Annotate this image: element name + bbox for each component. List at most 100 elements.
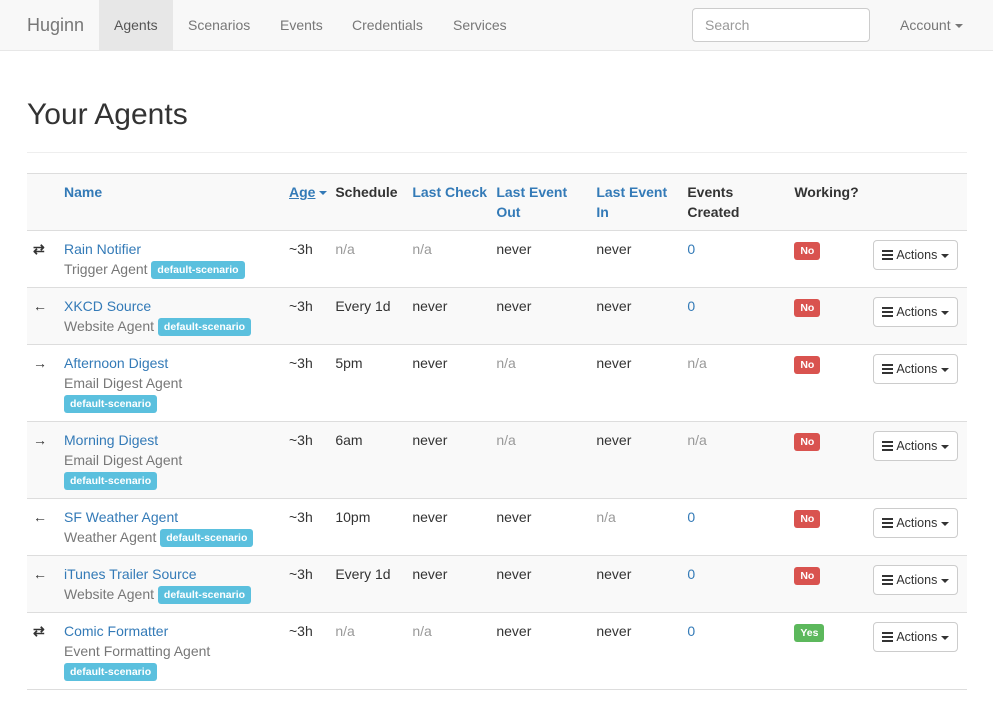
scenario-tag[interactable]: default-scenario (151, 261, 245, 279)
actions-button[interactable]: Actions (873, 508, 959, 538)
nav-services[interactable]: Services (453, 17, 507, 33)
last-event-in: never (596, 355, 632, 371)
scenario-tag[interactable]: default-scenario (157, 586, 252, 604)
actions-button[interactable]: Actions (873, 297, 959, 327)
working-status-badge: No (794, 510, 821, 528)
actions-label: Actions (896, 248, 938, 262)
nav-events[interactable]: Events (280, 17, 323, 33)
last-check: n/a (412, 623, 432, 639)
last-event-out: never (496, 298, 532, 314)
last-event-in: never (596, 623, 632, 639)
scenario-tag[interactable]: default-scenario (64, 472, 158, 490)
scenario-tag[interactable]: default-scenario (157, 318, 252, 336)
table-header: Name Age Schedule Last Check Last Event … (27, 173, 967, 231)
actions-label: Actions (896, 362, 938, 376)
events-created[interactable]: 0 (687, 509, 696, 525)
scenario-tag[interactable]: default-scenario (160, 529, 254, 547)
last-check: never (412, 298, 448, 314)
agent-type: Website Agent (64, 586, 155, 602)
sort-desc-icon (319, 191, 328, 196)
actions-button[interactable]: Actions (873, 240, 959, 270)
last-event-out: never (496, 623, 532, 639)
actions-label: Actions (896, 573, 938, 587)
agent-name-link[interactable]: Afternoon Digest (64, 355, 169, 371)
exchange-icon: ⇄ (33, 623, 45, 639)
events-created[interactable]: 0 (687, 298, 696, 314)
agents-table: Name Age Schedule Last Check Last Event … (27, 173, 967, 690)
list-icon (882, 364, 894, 374)
schedule: 10pm (335, 509, 371, 525)
last-event-in: never (596, 432, 632, 448)
working-status-badge: Yes (794, 624, 825, 642)
schedule: n/a (335, 623, 355, 639)
navbar: Huginn Agents Scenarios Events Credentia… (0, 0, 993, 51)
divider (27, 152, 967, 153)
agent-name-link[interactable]: Rain Notifier (64, 241, 142, 257)
table-row: ← SF Weather Agent Weather Agent default… (27, 498, 967, 556)
agent-type: Email Digest Agent (64, 452, 183, 468)
agent-type: Weather Agent (64, 529, 157, 545)
table-row: ⇄ Comic Formatter Event Formatting Agent… (27, 612, 967, 690)
working-status-badge: No (794, 299, 821, 317)
working-status-badge: No (794, 242, 821, 260)
caret-down-icon (941, 367, 950, 372)
actions-button[interactable]: Actions (873, 622, 959, 652)
list-icon (882, 575, 894, 585)
table-row: → Afternoon Digest Email Digest Agent def… (27, 344, 967, 422)
agent-name-link[interactable]: SF Weather Agent (64, 509, 179, 525)
caret-down-icon (941, 521, 950, 526)
schedule: Every 1d (335, 566, 391, 582)
events-created[interactable]: 0 (687, 623, 696, 639)
last-check: never (412, 432, 448, 448)
list-icon (882, 518, 894, 528)
actions-label: Actions (896, 305, 938, 319)
sort-last-check[interactable]: Last Check (412, 184, 488, 200)
actions-button[interactable]: Actions (873, 354, 959, 384)
nav-scenarios[interactable]: Scenarios (188, 17, 251, 33)
events-created[interactable]: 0 (687, 241, 696, 257)
actions-button[interactable]: Actions (873, 565, 959, 595)
arrow-right-icon: → (33, 432, 47, 448)
last-event-out: n/a (496, 432, 516, 448)
caret-down-icon (941, 310, 950, 315)
scenario-tag[interactable]: default-scenario (64, 395, 158, 413)
schedule: 6am (335, 432, 363, 448)
list-icon (882, 307, 894, 317)
age: ~3h (289, 432, 313, 448)
arrow-left-icon: ← (33, 298, 47, 314)
table-row: ⇄ Rain Notifier Trigger Agent default-sc… (27, 230, 967, 288)
agent-type: Website Agent (64, 318, 155, 334)
last-event-out: never (496, 241, 532, 257)
brand-logo[interactable]: Huginn (27, 15, 85, 35)
age: ~3h (289, 298, 313, 314)
header-schedule: Schedule (335, 173, 413, 231)
agent-name-link[interactable]: XKCD Source (64, 298, 152, 314)
sort-last-event-out[interactable]: Last Event Out (496, 184, 568, 220)
header-working: Working? (794, 173, 874, 231)
agent-name-link[interactable]: Morning Digest (64, 432, 159, 448)
last-check: never (412, 509, 448, 525)
account-menu[interactable]: Account (900, 0, 963, 51)
caret-down-icon (941, 444, 950, 449)
actions-button[interactable]: Actions (873, 431, 959, 461)
sort-last-event-in[interactable]: Last Event In (596, 184, 668, 220)
events-created[interactable]: 0 (687, 566, 696, 582)
last-event-out: n/a (496, 355, 516, 371)
list-icon (882, 632, 894, 642)
search-input[interactable] (692, 8, 870, 42)
sort-name[interactable]: Name (64, 184, 103, 200)
age: ~3h (289, 509, 313, 525)
exchange-icon: ⇄ (33, 241, 45, 257)
nav-credentials[interactable]: Credentials (352, 17, 423, 33)
caret-down-icon (941, 253, 950, 258)
nav-agents[interactable]: Agents (99, 0, 173, 50)
caret-down-icon (941, 635, 950, 640)
sort-age[interactable]: Age (289, 184, 316, 200)
arrow-right-icon: → (33, 355, 47, 371)
schedule: n/a (335, 241, 355, 257)
scenario-tag[interactable]: default-scenario (64, 663, 158, 681)
list-icon (882, 250, 894, 260)
agent-name-link[interactable]: Comic Formatter (64, 623, 169, 639)
agent-name-link[interactable]: iTunes Trailer Source (64, 566, 197, 582)
last-event-out: never (496, 509, 532, 525)
